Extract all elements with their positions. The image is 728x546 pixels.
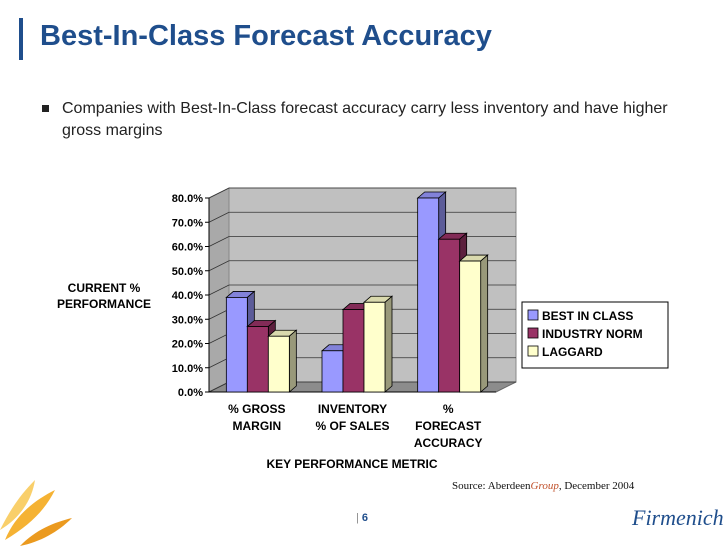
y-axis-title: PERFORMANCE — [57, 297, 151, 311]
legend-label: INDUSTRY NORM — [542, 327, 643, 341]
legend-swatch — [527, 327, 539, 339]
bar — [267, 335, 290, 393]
source-brand: Aberdeen — [487, 480, 531, 492]
performance-bar-chart: 0.0% 10.0% 20.0% 30.0% 40.0% 50.0% 60.0% 70.0% 8… — [57, 187, 669, 471]
x-category-label: MARGIN — [232, 419, 281, 433]
bar — [459, 260, 482, 393]
legend-swatch — [527, 309, 539, 321]
x-category-label: % — [443, 402, 454, 416]
y-tick-label: 50.0% — [172, 266, 203, 278]
y-tick-label: 30.0% — [172, 314, 203, 326]
legend-box — [521, 301, 669, 369]
legend-label: LAGGARD — [542, 345, 603, 359]
company-logo: Firmenich — [632, 505, 724, 530]
bar — [321, 350, 344, 393]
gridline — [208, 187, 516, 199]
legend-swatch — [527, 345, 539, 357]
y-tick-label: 20.0% — [172, 339, 203, 351]
bar — [225, 297, 248, 393]
source-suffix: , December 2004 — [558, 480, 635, 492]
page-number: | 6 — [356, 512, 368, 524]
x-category-label: INVENTORY — [318, 402, 387, 416]
y-tick-label: 0.0% — [178, 387, 203, 399]
y-tick-label: 70.0% — [172, 217, 203, 229]
source-prefix: Source: — [452, 480, 488, 492]
x-category-label: % GROSS — [228, 402, 285, 416]
bullet-point: Companies with Best-In-Class forecast ac… — [42, 98, 682, 142]
square-bullet-icon — [42, 105, 49, 112]
legend-label: BEST IN CLASS — [542, 309, 633, 323]
bar-side — [288, 329, 297, 393]
page-separator: | — [356, 512, 359, 524]
slide-title: Best-In-Class Forecast Accuracy — [40, 20, 492, 52]
bar — [246, 326, 269, 393]
x-category-label: % OF SALES — [315, 419, 389, 433]
y-tick-label: 40.0% — [172, 290, 203, 302]
y-tick-label: 10.0% — [172, 363, 203, 375]
x-category-label: ACCURACY — [414, 436, 483, 450]
page-number-value: 6 — [361, 512, 368, 524]
source-brand-accent: Group — [530, 480, 559, 492]
bar — [342, 309, 365, 393]
y-tick-label: 60.0% — [172, 242, 203, 254]
y-axis-title: CURRENT % — [68, 281, 141, 295]
bar — [363, 301, 386, 393]
title-accent-bar — [19, 18, 23, 60]
x-axis-title: KEY PERFORMANCE METRIC — [266, 457, 437, 471]
x-category-label: FORECAST — [415, 419, 482, 433]
bar — [438, 238, 461, 393]
bullet-text: Companies with Best-In-Class forecast ac… — [62, 100, 668, 139]
bar-side — [384, 295, 393, 393]
decorative-flower-icon — [0, 480, 72, 546]
bar — [417, 197, 440, 393]
source-citation: Source: AberdeenGroup, December 2004 — [452, 480, 634, 492]
y-tick-label: 80.0% — [172, 193, 203, 205]
bar-side — [480, 254, 489, 393]
